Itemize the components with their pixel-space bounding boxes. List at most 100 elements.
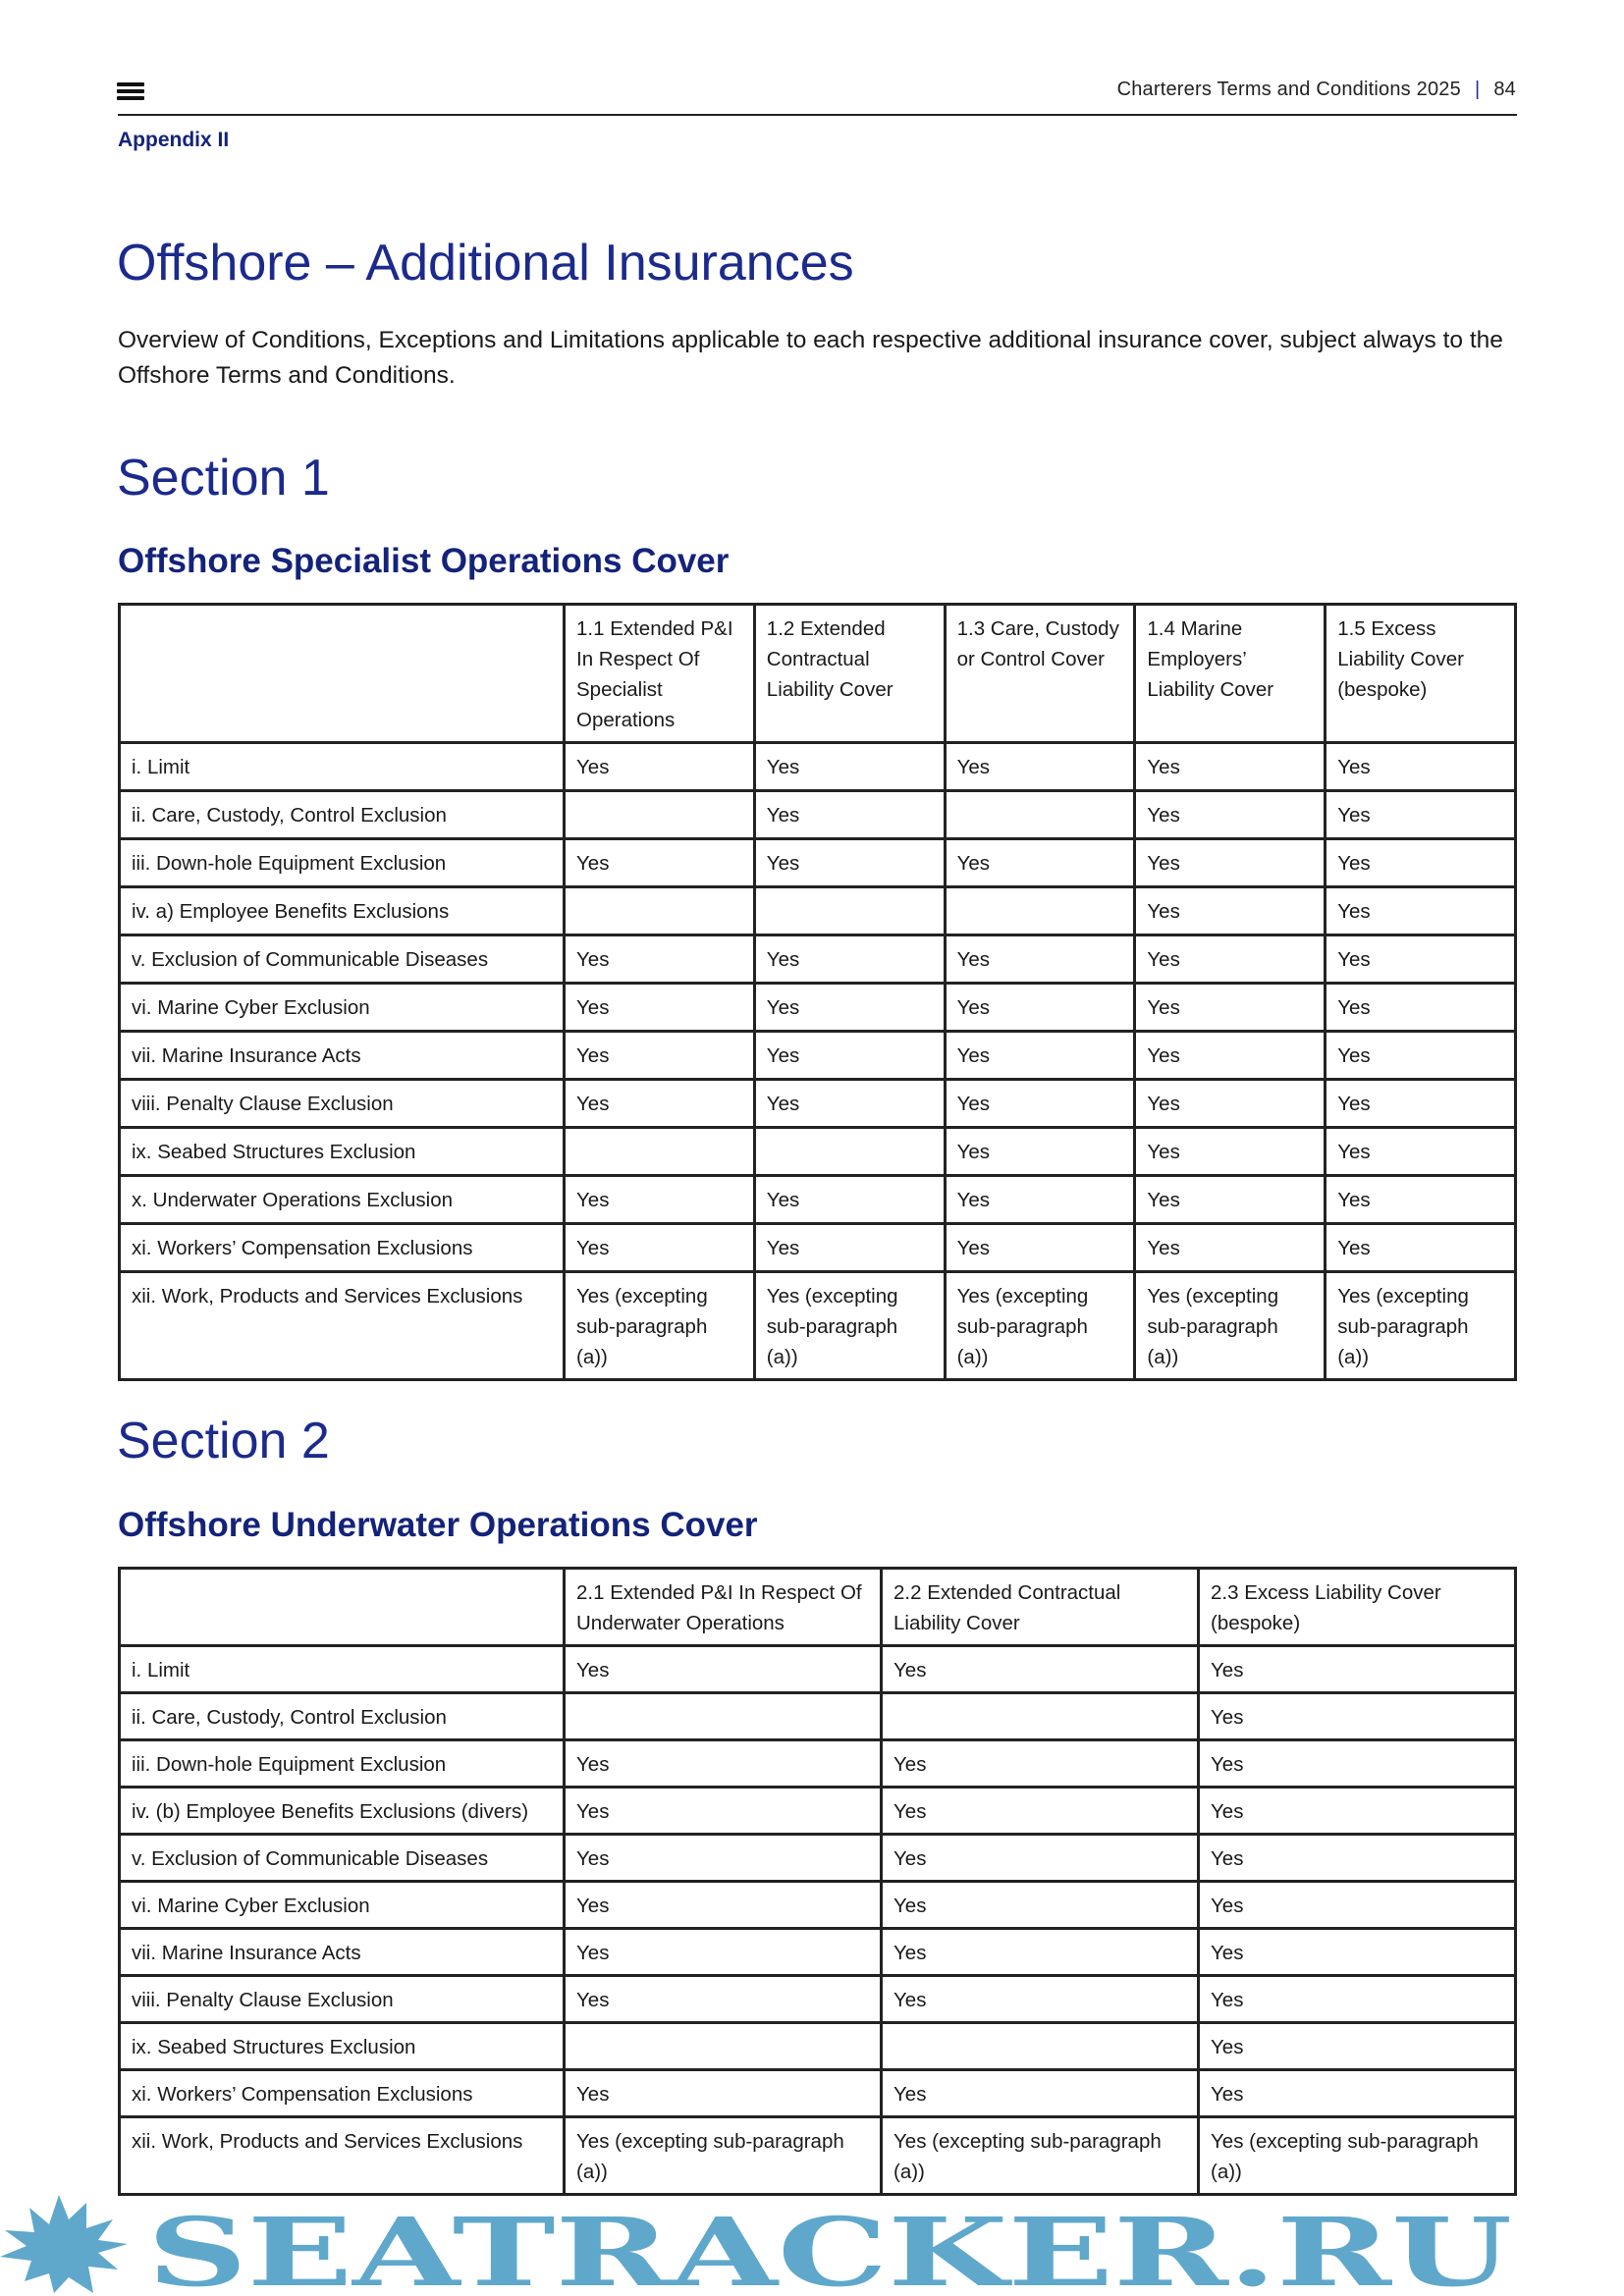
table-cell: Yes bbox=[752, 837, 947, 888]
table-cell: Yes bbox=[1197, 1927, 1517, 1977]
table-cell: Yes bbox=[563, 741, 756, 792]
table-cell: Yes bbox=[1197, 1786, 1517, 1836]
row-label: iv. a) Employee Benefits Exclusions bbox=[118, 885, 566, 936]
table-row: v. Exclusion of Communicable Diseases Yes… bbox=[118, 1833, 1517, 1883]
table-cell: Yes bbox=[563, 982, 756, 1033]
section2-table: 2.1 Extended P&I In Respect Of Underwate… bbox=[118, 1567, 1517, 2196]
row-label: xi. Workers’ Compensation Exclusions bbox=[118, 1222, 566, 1273]
table-cell: Yes bbox=[563, 1927, 883, 1977]
table-row: xii. Work, Products and Services Exclusi… bbox=[118, 2115, 1517, 2196]
table-cell: Yes bbox=[563, 1974, 883, 2024]
table-cell: Yes bbox=[752, 1222, 947, 1273]
table-cell: Yes bbox=[1133, 885, 1327, 936]
table-cell: Yes bbox=[1324, 1126, 1517, 1177]
table-row: vi. Marine Cyber Exclusion Yes Yes Yes bbox=[118, 1880, 1517, 1930]
table-cell: Yes bbox=[752, 982, 947, 1033]
table-cell: Yes bbox=[943, 1126, 1137, 1177]
table-cell: Yes bbox=[1197, 1974, 1517, 2024]
table-cell: Yes bbox=[1133, 789, 1327, 840]
table-cell bbox=[880, 1691, 1200, 1741]
table-cell: Yes bbox=[880, 1786, 1200, 1836]
menu-icon[interactable] bbox=[117, 82, 144, 103]
table-cell: Yes bbox=[563, 1738, 883, 1789]
table-cell: Yes bbox=[1324, 982, 1517, 1033]
table-cell: Yes bbox=[1133, 1174, 1327, 1225]
table-cell: Yes bbox=[563, 2068, 883, 2118]
row-label: ii. Care, Custody, Control Exclusion bbox=[118, 1691, 566, 1741]
table-cell: Yes bbox=[752, 1078, 947, 1129]
watermark-logo: SEATRACKER.RU bbox=[0, 2195, 1512, 2293]
row-label: viii. Penalty Clause Exclusion bbox=[118, 1078, 566, 1129]
page-title: Offshore – Additional Insurances bbox=[117, 235, 854, 292]
table-cell: Yes bbox=[880, 1738, 1200, 1789]
row-label: v. Exclusion of Communicable Diseases bbox=[118, 934, 566, 985]
table-row: xii. Work, Products and Services Exclusi… bbox=[118, 1270, 1517, 1381]
row-label: vi. Marine Cyber Exclusion bbox=[118, 1880, 566, 1930]
table-row: vi. Marine Cyber Exclusion Yes Yes Yes Yes Ye… bbox=[118, 982, 1517, 1033]
table-cell: Yes bbox=[1197, 1880, 1517, 1930]
table-row: iv. (b) Employee Benefits Exclusions (di… bbox=[118, 1786, 1517, 1836]
table-cell bbox=[563, 1126, 756, 1177]
table-cell: Yes bbox=[1133, 1222, 1327, 1273]
row-label: vi. Marine Cyber Exclusion bbox=[118, 982, 566, 1033]
row-label: vii. Marine Insurance Acts bbox=[118, 1030, 566, 1081]
table-cell: Yes bbox=[1197, 1691, 1517, 1741]
table-cell: Yes bbox=[1197, 2068, 1517, 2118]
table-cell: Yes (excepting sub-paragraph (a)) bbox=[752, 1270, 947, 1381]
row-label: ix. Seabed Structures Exclusion bbox=[118, 2021, 566, 2071]
table-cell: Yes (excepting sub-paragraph (a)) bbox=[1324, 1270, 1517, 1381]
table-row: viii. Penalty Clause Exclusion Yes Yes Yes bbox=[118, 1974, 1517, 2024]
table-cell: Yes (excepting sub-paragraph (a)) bbox=[563, 1270, 756, 1381]
separator: | bbox=[1474, 79, 1481, 100]
row-label: i. Limit bbox=[118, 1644, 566, 1694]
table-row: vii. Marine Insurance Acts Yes Yes Yes bbox=[118, 1927, 1517, 1977]
table-cell: Yes bbox=[880, 1880, 1200, 1930]
table-cell: Yes bbox=[880, 1927, 1200, 1977]
table-cell bbox=[752, 1126, 947, 1177]
table-row: i. Limit Yes Yes Yes Yes Yes bbox=[118, 741, 1517, 792]
table-cell bbox=[563, 885, 756, 936]
table-cell: Yes bbox=[752, 1030, 947, 1081]
table-cell: Yes bbox=[563, 1833, 883, 1883]
table-cell: Yes bbox=[752, 741, 947, 792]
table-cell: Yes bbox=[1197, 1738, 1517, 1789]
table-cell: Yes bbox=[563, 1644, 883, 1694]
table-cell: Yes bbox=[880, 1833, 1200, 1883]
table-cell: Yes bbox=[563, 1078, 756, 1129]
section1-heading: Section 1 bbox=[117, 450, 330, 507]
table-cell bbox=[880, 2021, 1200, 2071]
table-cell: Yes bbox=[752, 789, 947, 840]
table-cell: Yes bbox=[563, 1030, 756, 1081]
row-label: x. Underwater Operations Exclusion bbox=[118, 1174, 566, 1225]
table-cell: Yes (excepting sub-paragraph (a)) bbox=[1133, 1270, 1327, 1381]
table-cell: Yes bbox=[943, 934, 1137, 985]
table-row: iii. Down-hole Equipment Exclusion Yes Yes… bbox=[118, 1738, 1517, 1789]
table-cell: Yes bbox=[943, 1222, 1137, 1273]
table-cell: Yes bbox=[1197, 2021, 1517, 2071]
table-row: ii. Care, Custody, Control Exclusion Yes Y… bbox=[118, 789, 1517, 840]
table-row: x. Underwater Operations Exclusion Yes Yes… bbox=[118, 1174, 1517, 1225]
table-cell: Yes bbox=[1324, 885, 1517, 936]
table-cell bbox=[563, 2021, 883, 2071]
table-cell: Yes bbox=[1133, 1126, 1327, 1177]
row-label: iv. (b) Employee Benefits Exclusions (di… bbox=[118, 1786, 566, 1836]
header-row: 1.1 Extended P&I In Respect Of Specialis… bbox=[118, 603, 1517, 744]
table-cell: Yes bbox=[563, 1786, 883, 1836]
header-rule bbox=[118, 114, 1517, 116]
table-cell bbox=[563, 789, 756, 840]
intro-paragraph: Overview of Conditions, Exceptions and L… bbox=[118, 327, 1503, 389]
running-title: Charterers Terms and Conditions 2025 bbox=[1116, 79, 1461, 100]
table-cell: Yes (excepting sub-paragraph (a)) bbox=[1197, 2115, 1517, 2196]
table-cell bbox=[752, 885, 947, 936]
table-row: xi. Workers’ Compensation Exclusions Yes Y… bbox=[118, 1222, 1517, 1273]
table-cell: Yes bbox=[752, 1174, 947, 1225]
section2-subtitle: Offshore Underwater Operations Cover bbox=[118, 1506, 758, 1544]
table-row: vii. Marine Insurance Acts Yes Yes Yes Yes Ye… bbox=[118, 1030, 1517, 1081]
column-header: 1.5 Excess Liability Cover (bespoke) bbox=[1324, 603, 1517, 744]
table-cell: Yes (excepting sub-paragraph (a)) bbox=[943, 1270, 1137, 1381]
table-row: v. Exclusion of Communicable Diseases Yes… bbox=[118, 934, 1517, 985]
table-cell: Yes bbox=[943, 982, 1137, 1033]
column-header: 1.3 Care, Custody or Control Cover bbox=[943, 603, 1137, 744]
column-header: 1.2 Extended Contractual Liability Cover bbox=[752, 603, 947, 744]
table-row: i. Limit Yes Yes Yes bbox=[118, 1644, 1517, 1694]
